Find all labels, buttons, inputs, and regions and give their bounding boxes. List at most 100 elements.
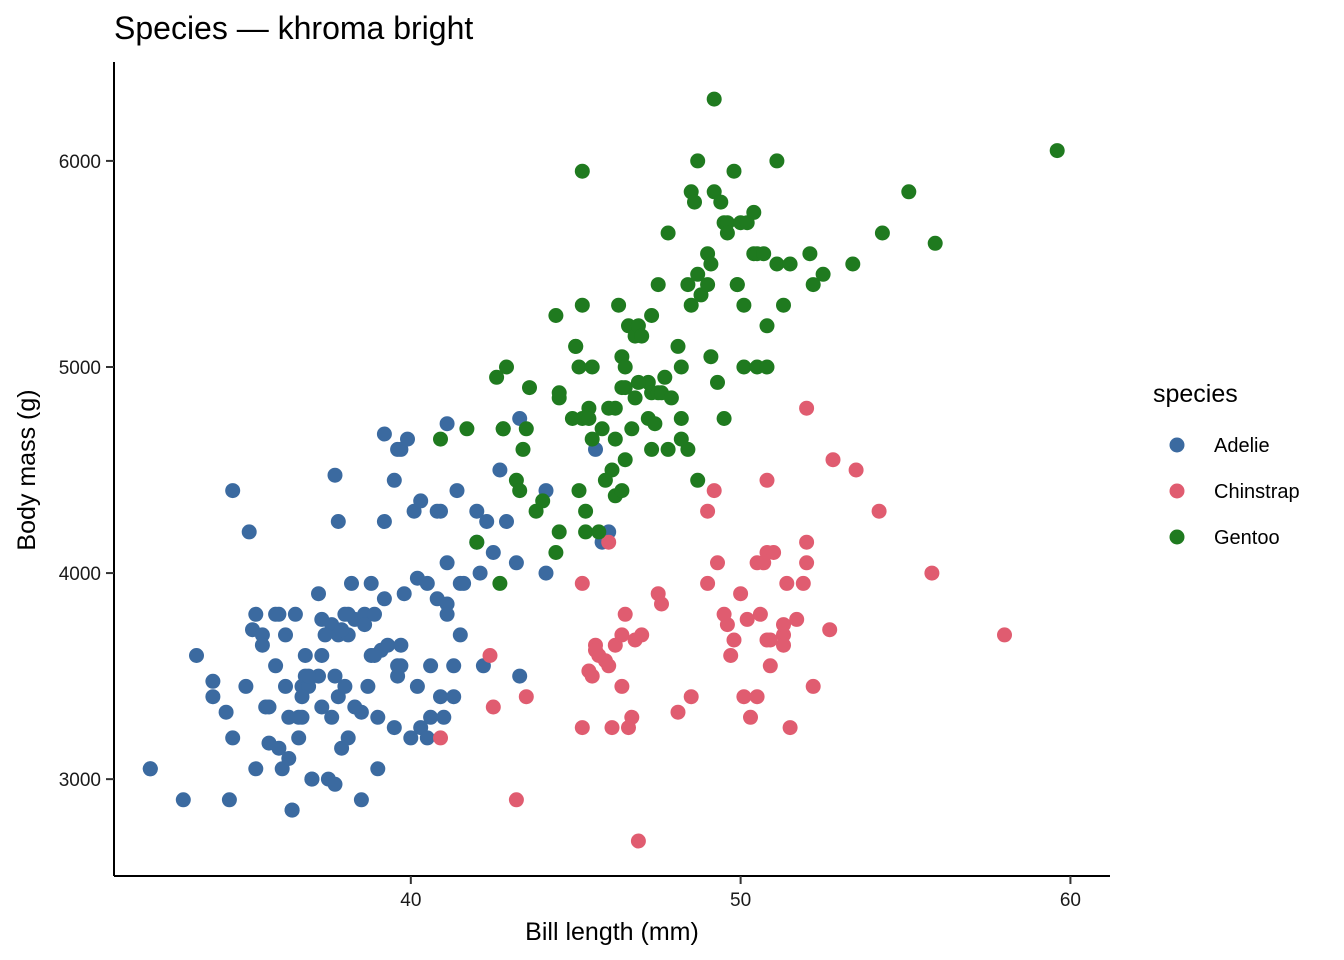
data-point bbox=[271, 740, 287, 756]
data-point bbox=[746, 204, 762, 220]
data-point bbox=[254, 627, 270, 643]
data-point bbox=[301, 668, 317, 684]
data-point bbox=[409, 678, 425, 694]
data-point bbox=[795, 575, 811, 591]
data-point bbox=[779, 575, 795, 591]
data-point bbox=[268, 606, 284, 622]
data-point bbox=[221, 792, 237, 808]
data-point bbox=[719, 225, 735, 241]
data-point bbox=[284, 802, 300, 818]
data-point bbox=[759, 632, 775, 648]
data-point bbox=[439, 606, 455, 622]
series-chinstrap bbox=[433, 400, 1012, 849]
data-point bbox=[376, 514, 392, 529]
data-point bbox=[189, 648, 204, 663]
data-point bbox=[386, 472, 402, 488]
data-point bbox=[548, 308, 564, 323]
data-point bbox=[535, 493, 551, 509]
data-point bbox=[776, 297, 791, 313]
data-point bbox=[287, 606, 303, 622]
data-point bbox=[706, 91, 722, 107]
data-point bbox=[805, 277, 821, 293]
data-point bbox=[515, 441, 531, 457]
data-point bbox=[670, 338, 686, 354]
data-point bbox=[617, 359, 633, 375]
data-point bbox=[479, 514, 495, 529]
data-point bbox=[370, 709, 386, 725]
data-point bbox=[660, 225, 676, 241]
data-point bbox=[241, 524, 257, 540]
data-point bbox=[736, 359, 752, 375]
data-point bbox=[654, 596, 669, 612]
data-point bbox=[769, 256, 785, 272]
data-point bbox=[594, 421, 610, 437]
data-point bbox=[673, 359, 689, 375]
legend-label-gentoo: Gentoo bbox=[1214, 527, 1280, 549]
data-point bbox=[574, 720, 590, 736]
data-point bbox=[218, 704, 234, 720]
data-point bbox=[403, 730, 419, 746]
data-point bbox=[363, 575, 379, 591]
data-point bbox=[624, 709, 640, 725]
legend-key-adelie bbox=[1169, 437, 1185, 453]
data-point bbox=[700, 277, 716, 293]
data-point bbox=[680, 277, 696, 293]
data-point bbox=[370, 761, 386, 777]
data-point bbox=[776, 637, 791, 653]
data-point bbox=[291, 730, 307, 746]
data-point bbox=[736, 689, 752, 705]
data-point bbox=[142, 761, 158, 777]
data-point bbox=[611, 297, 627, 313]
data-point bbox=[901, 184, 917, 200]
data-point bbox=[423, 709, 439, 725]
series-adelie bbox=[142, 411, 617, 818]
data-point bbox=[822, 622, 838, 638]
data-point bbox=[802, 246, 818, 262]
data-point bbox=[456, 575, 472, 591]
data-point bbox=[736, 297, 752, 313]
data-points bbox=[142, 91, 1065, 849]
data-point bbox=[581, 400, 597, 416]
data-point bbox=[324, 709, 340, 725]
data-point bbox=[357, 617, 373, 633]
data-point bbox=[390, 668, 406, 684]
data-point bbox=[644, 308, 660, 323]
data-point bbox=[360, 678, 376, 694]
data-point bbox=[815, 266, 831, 282]
data-point bbox=[376, 426, 392, 442]
data-point bbox=[614, 627, 630, 643]
data-point bbox=[607, 431, 623, 447]
data-point bbox=[518, 689, 534, 705]
data-point bbox=[997, 627, 1012, 643]
data-point bbox=[700, 575, 716, 591]
data-point bbox=[601, 534, 617, 550]
data-point bbox=[690, 472, 706, 488]
data-point bbox=[175, 792, 191, 808]
data-point bbox=[634, 328, 650, 344]
legend-items: Adelie Chinstrap Gentoo bbox=[1169, 435, 1300, 549]
legend-label-chinstrap: Chinstrap bbox=[1214, 481, 1300, 503]
data-point bbox=[617, 606, 633, 622]
data-point bbox=[261, 699, 277, 715]
chart-title: Species — khroma bright bbox=[114, 10, 473, 46]
y-tick-label: 6000 bbox=[59, 152, 101, 173]
data-point bbox=[769, 153, 785, 169]
data-point bbox=[512, 483, 528, 499]
data-point bbox=[670, 704, 686, 720]
data-point bbox=[344, 575, 359, 591]
legend-key-chinstrap bbox=[1169, 483, 1185, 499]
data-point bbox=[278, 627, 293, 643]
data-point bbox=[766, 545, 782, 560]
data-point bbox=[485, 699, 501, 715]
data-point bbox=[376, 591, 392, 607]
x-tick-label: 50 bbox=[730, 890, 751, 911]
data-point bbox=[254, 637, 270, 653]
data-point bbox=[472, 565, 488, 581]
data-point bbox=[759, 359, 775, 375]
data-point bbox=[614, 483, 630, 499]
data-point bbox=[726, 163, 742, 179]
data-point bbox=[601, 400, 617, 416]
data-point bbox=[660, 441, 676, 457]
data-point bbox=[700, 503, 716, 519]
